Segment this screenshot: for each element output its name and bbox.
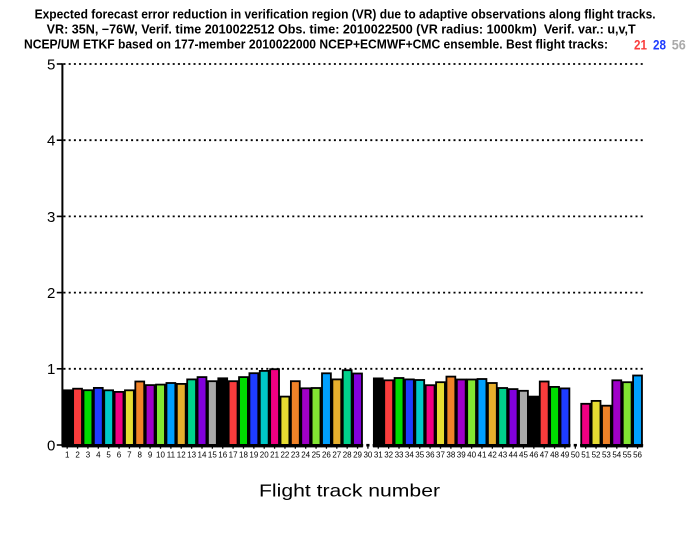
svg-text:7: 7	[127, 451, 132, 460]
svg-text:3: 3	[86, 451, 91, 460]
svg-text:50: 50	[571, 451, 580, 460]
svg-text:1: 1	[47, 361, 55, 378]
svg-text:36: 36	[426, 451, 435, 460]
svg-text:33: 33	[395, 451, 404, 460]
svg-text:2: 2	[47, 285, 55, 302]
svg-text:41: 41	[478, 451, 487, 460]
svg-text:23: 23	[291, 451, 300, 460]
svg-text:52: 52	[592, 451, 601, 460]
svg-text:18: 18	[239, 451, 248, 460]
svg-text:29: 29	[353, 451, 362, 460]
svg-text:5: 5	[47, 56, 55, 73]
svg-text:Flight track number: Flight track number	[259, 480, 440, 500]
svg-text:49: 49	[560, 451, 569, 460]
svg-text:28: 28	[653, 38, 666, 53]
svg-text:21: 21	[270, 451, 279, 460]
svg-text:54: 54	[612, 451, 621, 460]
svg-text:37: 37	[436, 451, 445, 460]
svg-text:11: 11	[167, 451, 176, 460]
svg-text:24: 24	[301, 451, 310, 460]
svg-text:4: 4	[47, 133, 55, 150]
svg-text:30: 30	[363, 451, 372, 460]
svg-text:25: 25	[312, 451, 321, 460]
svg-text:0: 0	[47, 437, 55, 454]
svg-text:34: 34	[405, 451, 414, 460]
svg-text:Expected forecast error reduct: Expected forecast error reduction in ver…	[35, 8, 656, 22]
svg-text:20: 20	[260, 451, 269, 460]
svg-text:6: 6	[117, 451, 122, 460]
svg-text:12: 12	[177, 451, 186, 460]
svg-text:55: 55	[623, 451, 632, 460]
svg-text:48: 48	[550, 451, 559, 460]
svg-text:45: 45	[519, 451, 528, 460]
svg-text:17: 17	[229, 451, 238, 460]
svg-text:44: 44	[509, 451, 518, 460]
svg-text:21: 21	[634, 38, 647, 53]
svg-text:9: 9	[148, 451, 153, 460]
svg-text:16: 16	[218, 451, 227, 460]
svg-text:51: 51	[581, 451, 590, 460]
svg-text:47: 47	[540, 451, 549, 460]
svg-text:8: 8	[138, 451, 143, 460]
svg-text:10: 10	[156, 451, 165, 460]
svg-text:5: 5	[106, 451, 111, 460]
svg-text:22: 22	[280, 451, 289, 460]
svg-text:38: 38	[446, 451, 455, 460]
svg-text:43: 43	[498, 451, 507, 460]
svg-text:26: 26	[322, 451, 331, 460]
svg-text:56: 56	[672, 38, 686, 53]
svg-text:39: 39	[457, 451, 466, 460]
svg-text:VR: 35N, −76W, Verif. time 201: VR: 35N, −76W, Verif. time 2010022512 Ob…	[47, 22, 636, 36]
svg-text:32: 32	[384, 451, 393, 460]
svg-text:56: 56	[633, 451, 642, 460]
svg-text:42: 42	[488, 451, 497, 460]
svg-text:3: 3	[47, 209, 55, 226]
svg-text:2: 2	[75, 451, 80, 460]
svg-text:NCEP/UM ETKF based on 177-memb: NCEP/UM ETKF based on 177-member 2010022…	[24, 38, 608, 52]
svg-text:40: 40	[467, 451, 476, 460]
svg-text:46: 46	[529, 451, 538, 460]
svg-text:13: 13	[187, 451, 196, 460]
svg-text:4: 4	[96, 451, 101, 460]
svg-text:1: 1	[65, 451, 70, 460]
svg-text:31: 31	[374, 451, 383, 460]
svg-text:15: 15	[208, 451, 217, 460]
svg-text:19: 19	[249, 451, 258, 460]
svg-text:27: 27	[332, 451, 341, 460]
svg-text:14: 14	[198, 451, 207, 460]
svg-text:28: 28	[343, 451, 352, 460]
svg-text:53: 53	[602, 451, 611, 460]
svg-text:35: 35	[415, 451, 424, 460]
